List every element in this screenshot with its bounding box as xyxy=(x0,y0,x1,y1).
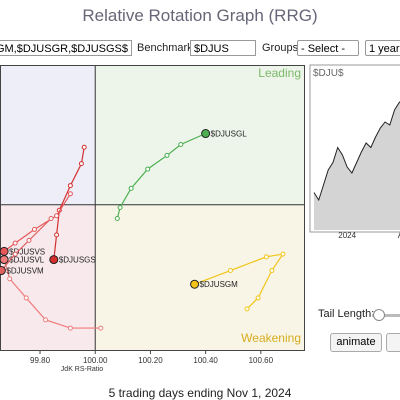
tail-point xyxy=(255,295,261,301)
page-title: Relative Rotation Graph (RRG) xyxy=(82,6,318,25)
x-tick-label: 100.00 xyxy=(83,356,108,365)
animate-button[interactable]: animate xyxy=(330,333,382,352)
head-point xyxy=(201,129,211,139)
mini-x-label: 2024 xyxy=(338,231,356,240)
tail-point xyxy=(12,240,18,246)
tail-point xyxy=(145,166,151,172)
tail-point xyxy=(67,183,73,189)
series-label: $DJUSVS xyxy=(9,247,45,256)
series-label: $DJUSGL xyxy=(211,130,248,139)
tail-point xyxy=(32,226,38,232)
benchmark-input[interactable]: $DJUS xyxy=(190,40,256,56)
tail-point xyxy=(78,161,84,167)
head-point xyxy=(49,255,59,265)
period-select[interactable]: 1 year xyxy=(365,40,400,56)
tail-point xyxy=(12,251,18,257)
tail-point xyxy=(23,295,29,301)
footer: 5 trading days ending Nov 1, 2024 xyxy=(108,386,292,400)
tail-point xyxy=(67,191,73,197)
x-tick-label: 100.40 xyxy=(193,356,218,365)
quadrant-lagging xyxy=(0,204,96,350)
tail-point xyxy=(81,144,87,150)
quadrant-leading xyxy=(95,65,305,205)
tail-point xyxy=(48,215,54,221)
symbols-input[interactable]: $DJUSGM,$DJUSGR,$DJUSGS xyxy=(0,40,132,56)
series-label: $DJUSGS xyxy=(59,256,96,265)
weakening-label: Weakening xyxy=(241,331,301,345)
series-label: $DJUSGM xyxy=(200,280,239,289)
series-label: $DJUSVM xyxy=(6,267,44,276)
tail-point xyxy=(164,152,170,158)
groups-select[interactable]: - Select - xyxy=(297,40,359,56)
tail-point xyxy=(227,268,233,274)
x-axis-label: JdK RS-Ratio xyxy=(61,366,104,373)
quadrant-improving xyxy=(0,65,96,205)
plot-frame xyxy=(0,65,305,351)
tail-point xyxy=(54,213,60,219)
x-tick-label: 100.20 xyxy=(138,356,163,365)
tail-point xyxy=(178,141,184,147)
tail-point xyxy=(269,268,275,274)
head-point xyxy=(0,246,9,256)
tail-line xyxy=(53,147,85,260)
tail-point xyxy=(244,306,250,312)
leading-label: Leading xyxy=(258,66,301,80)
tail-point xyxy=(117,205,123,210)
tail-point xyxy=(7,276,13,282)
x-tick-label: 99.80 xyxy=(30,356,51,365)
slider-handle[interactable] xyxy=(373,309,385,321)
tail-line xyxy=(0,218,52,271)
next-button[interactable] xyxy=(386,333,400,352)
tail-slider[interactable] xyxy=(372,314,400,317)
mini-area xyxy=(314,101,400,230)
head-point xyxy=(0,266,6,276)
quadrant-weakening xyxy=(95,204,305,350)
mini-x-label: Apr xyxy=(398,231,400,240)
tail-point xyxy=(26,237,32,243)
head-point xyxy=(190,279,200,289)
tail-point xyxy=(54,232,60,238)
tail-point xyxy=(128,185,134,191)
tail-point xyxy=(43,317,49,323)
mini-line xyxy=(313,101,400,202)
tail-length-label: Tail Length: xyxy=(318,308,375,320)
tail-line xyxy=(3,259,101,329)
benchmark-label: Benchmark: xyxy=(137,42,196,54)
tail-point xyxy=(67,325,73,331)
tail-point xyxy=(98,325,104,331)
groups-label: Groups: xyxy=(262,42,302,54)
x-tick-label: 100.60 xyxy=(249,356,274,365)
tail-point xyxy=(263,254,269,260)
tail-point xyxy=(280,251,286,257)
head-point xyxy=(0,255,9,265)
series-label: $DJUSVL xyxy=(9,256,45,265)
tail-point xyxy=(114,215,120,221)
mini-title: $DJU$ xyxy=(313,68,344,79)
chart: Leading Weakening 99.80 100.00 100.20 100.40 1… xyxy=(0,64,400,373)
